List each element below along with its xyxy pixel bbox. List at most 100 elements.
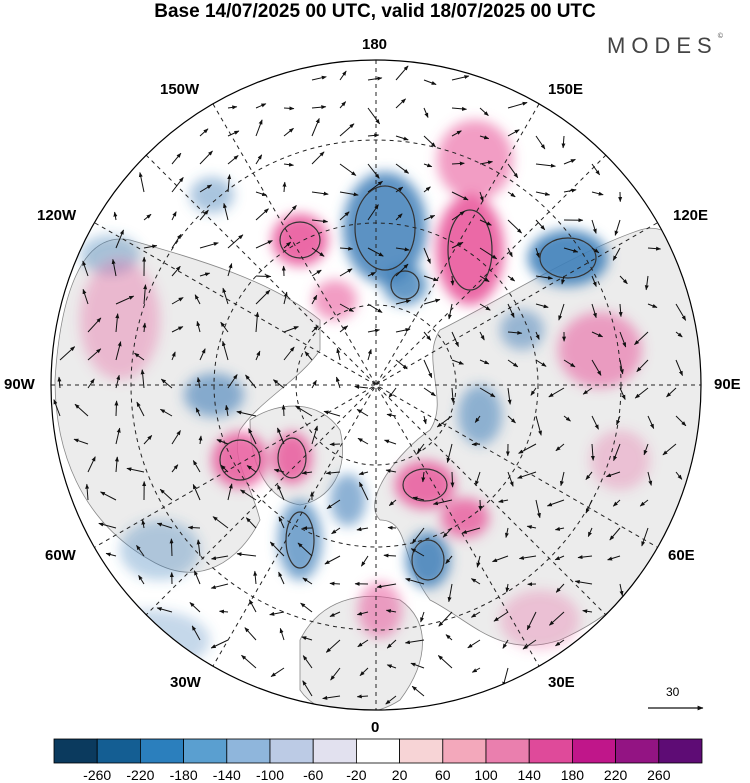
wind-arrow (240, 489, 257, 501)
wind-arrow (388, 387, 397, 398)
anomaly-blob (590, 430, 650, 490)
wind-arrow (411, 685, 425, 697)
wind-arrow (423, 331, 432, 341)
wind-arrow (311, 75, 327, 81)
wind-arrow (171, 265, 181, 277)
anomaly-blob (190, 177, 234, 213)
colorbar-tick-label: -100 (255, 767, 285, 783)
wind-arrow (115, 229, 124, 249)
wind-arrow (423, 275, 439, 282)
anomaly-blob (80, 260, 160, 380)
anomaly-blob (441, 498, 489, 538)
wind-arrow (507, 415, 516, 424)
wind-arrow (582, 609, 593, 614)
lon-label-30w: 30W (170, 674, 201, 691)
wind-arrow (530, 387, 537, 396)
wind-arrow (222, 340, 229, 361)
wind-arrow (283, 241, 292, 249)
wind-arrow (246, 465, 257, 473)
wind-arrow (222, 287, 229, 305)
wind-arrow (115, 341, 122, 361)
wind-arrow (587, 527, 593, 538)
wind-arrow (479, 135, 490, 140)
wind-arrow (278, 516, 285, 529)
wind-arrow (160, 378, 173, 389)
wind-arrow (115, 295, 135, 305)
anomaly-blob (458, 385, 502, 445)
wind-arrow (639, 499, 649, 507)
wind-arrow (87, 317, 102, 333)
wind-arrow (585, 471, 593, 480)
colorbar-swatch (399, 738, 444, 764)
wind-arrow (395, 186, 404, 193)
wind-arrow (507, 387, 512, 405)
wind-arrow (105, 552, 117, 557)
wind-arrow (385, 468, 397, 473)
wind-arrow (114, 400, 119, 417)
wind-arrow (451, 359, 464, 365)
wind-arrow (199, 184, 213, 193)
wind-vectors (53, 65, 687, 705)
wind-arrow (367, 133, 380, 138)
wind-arrow (675, 471, 683, 480)
wind-arrow (339, 268, 353, 277)
colorbar-swatch (312, 738, 357, 764)
wind-arrow (498, 499, 509, 503)
wind-arrow (227, 155, 239, 165)
anomaly-blob (278, 500, 322, 580)
wind-arrow (283, 326, 299, 333)
wind-arrow (388, 499, 397, 506)
modes-logo: MODES© (607, 33, 723, 59)
wind-arrow (171, 297, 184, 305)
wind-arrow (279, 627, 285, 641)
wind-arrow (277, 484, 285, 501)
wind-arrow (141, 519, 146, 529)
wind-arrow (304, 351, 313, 361)
wind-arrow (367, 328, 380, 333)
wind-arrow (196, 539, 201, 557)
wind-arrow (269, 611, 285, 616)
wind-arrow (171, 211, 177, 221)
wind-arrow (255, 289, 271, 305)
anomaly-blob (330, 474, 366, 526)
wind-arrow (367, 247, 384, 257)
wind-arrow (189, 602, 201, 613)
wind-arrow (423, 298, 441, 305)
wind-arrow (507, 471, 514, 487)
colorbar-swatch (442, 738, 487, 764)
wind-arrow (227, 374, 238, 389)
wind-arrow (196, 377, 201, 389)
wind-arrow (450, 275, 455, 286)
wind-arrow (199, 348, 206, 361)
wind-arrow (311, 151, 325, 165)
wind-arrow (479, 275, 490, 283)
contour-line (390, 270, 420, 300)
wind-arrow (283, 291, 288, 305)
wind-arrow (526, 611, 537, 631)
wind-arrow (451, 130, 462, 137)
wind-arrow (416, 443, 425, 454)
wind-arrow (367, 303, 383, 313)
colorbar-tick-label: 100 (474, 767, 498, 783)
wind-arrow (507, 275, 516, 282)
anomaly-blob (500, 310, 544, 350)
colorbar-swatch (183, 738, 228, 764)
wind-arrow (535, 275, 553, 280)
wind-arrow (386, 639, 397, 649)
wind-arrow (451, 241, 464, 249)
wind-arrow (210, 639, 229, 649)
lon-label-0: 0 (371, 719, 380, 736)
wind-arrow (423, 163, 433, 168)
wind-arrow (227, 263, 233, 277)
wind-arrow (156, 607, 173, 613)
wind-arrow (647, 471, 653, 486)
wind-arrow (384, 439, 397, 445)
wind-arrow (451, 75, 470, 81)
colorbar-swatch (615, 738, 660, 764)
wind-arrow (493, 611, 509, 622)
colorbar-swatch (96, 738, 141, 764)
wind-arrow (273, 379, 285, 389)
wind-arrow (245, 517, 257, 529)
wind-arrow (224, 404, 229, 417)
graticule (51, 60, 701, 710)
